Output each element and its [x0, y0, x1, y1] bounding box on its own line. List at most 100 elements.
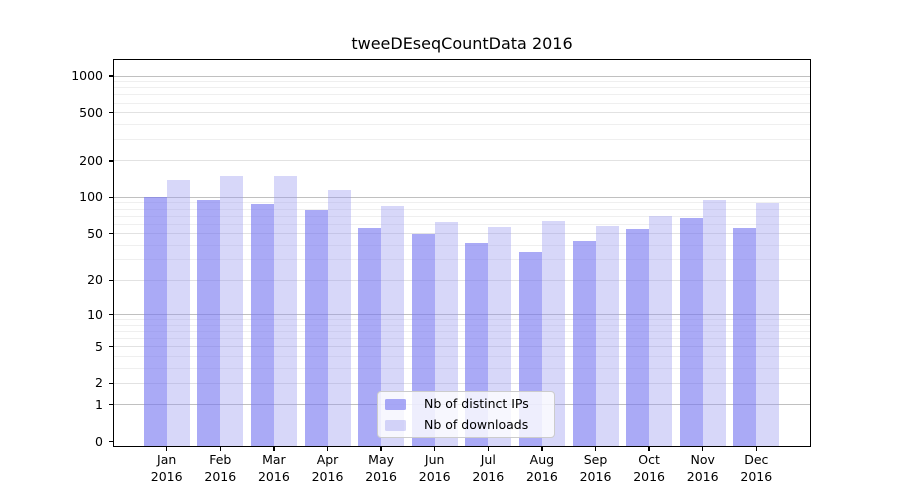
gridline-8	[114, 324, 810, 326]
y-tick-1000	[109, 75, 114, 77]
x-tick-label-jan: Jan 2016	[135, 452, 199, 485]
legend-label-downloads: Nb of downloads	[424, 417, 529, 432]
gridline-600	[114, 102, 810, 104]
x-tick-sep	[594, 446, 597, 451]
y-tick-label-5: 5	[95, 338, 103, 354]
x-tick-label-feb: Feb 2016	[188, 452, 252, 485]
x-tick-year-aug: 2016	[525, 468, 558, 484]
x-tick-jun	[434, 446, 436, 451]
x-tick-jan	[166, 446, 168, 451]
gridline-20	[114, 279, 810, 281]
chart-title: tweeDEseqCountData 2016	[351, 34, 573, 53]
x-tick-aug	[541, 446, 543, 451]
bar-downloads-nov	[702, 200, 726, 446]
x-tick-year-feb: 2016	[204, 468, 237, 484]
y-tick-label-100: 100	[79, 189, 103, 205]
x-tick-label-aug: Aug 2016	[510, 452, 574, 485]
bar-downloads-mar	[273, 176, 297, 446]
y-tick-label-1: 1	[95, 396, 103, 412]
gridline-100	[114, 196, 810, 198]
bar-downloads-jun	[434, 222, 458, 446]
y-tick-5	[109, 346, 114, 348]
gridline-800	[114, 87, 810, 89]
bar-downloads-oct	[649, 216, 673, 446]
bar-downloads-jan	[166, 180, 190, 446]
x-tick-jul	[487, 446, 489, 451]
bar-downloads-apr	[327, 189, 351, 446]
x-tick-month-aug: Aug	[529, 452, 555, 467]
y-tick-500	[109, 111, 114, 114]
y-tick-label-500: 500	[79, 104, 103, 120]
x-tick-month-mar: Mar	[262, 452, 286, 467]
y-tick-10	[109, 314, 114, 316]
bar-distinct-ips-may	[358, 227, 382, 446]
gridline-70	[114, 215, 810, 217]
x-tick-mar	[273, 446, 275, 451]
y-tick-label-2: 2	[95, 375, 103, 391]
x-tick-label-oct: Oct 2016	[617, 452, 681, 485]
bar-distinct-ips-nov	[679, 218, 703, 446]
y-tick-label-0: 0	[95, 433, 103, 449]
bar-distinct-ips-sep	[572, 241, 596, 446]
x-tick-apr	[326, 446, 329, 451]
gridline-10	[114, 314, 810, 316]
x-tick-label-may: May 2016	[349, 452, 413, 485]
legend-item-downloads: Nb of downloads	[385, 417, 554, 434]
x-tick-label-jul: Jul 2016	[456, 452, 520, 485]
x-tick-year-dec: 2016	[740, 468, 773, 484]
x-tick-nov	[702, 446, 704, 451]
x-tick-year-jan: 2016	[150, 468, 183, 484]
bar-distinct-ips-dec	[733, 227, 757, 446]
gridline-40	[114, 244, 810, 246]
y-tick-label-1000: 1000	[71, 68, 103, 84]
x-tick-year-may: 2016	[365, 468, 397, 484]
x-tick-oct	[648, 446, 650, 451]
x-tick-year-sep: 2016	[579, 468, 612, 484]
x-tick-dec	[755, 446, 757, 451]
x-tick-month-oct: Oct	[638, 452, 660, 467]
gridline-1000	[114, 75, 810, 77]
gridline-200	[114, 160, 810, 162]
x-tick-label-sep: Sep 2016	[564, 452, 628, 485]
bar-distinct-ips-feb	[197, 200, 221, 446]
y-tick-100	[109, 196, 114, 198]
x-tick-label-dec: Dec 2016	[724, 452, 788, 485]
bar-distinct-ips-jan	[143, 197, 167, 446]
gridline-50	[114, 233, 810, 234]
gridline-7	[114, 330, 810, 332]
gridline-6	[114, 338, 810, 340]
x-tick-may	[380, 446, 382, 451]
x-tick-month-jun: Jun	[424, 452, 445, 467]
bar-distinct-ips-oct	[626, 228, 650, 446]
x-tick-month-sep: Sep	[583, 452, 608, 467]
gridline-900	[114, 81, 810, 83]
x-tick-month-nov: Nov	[690, 452, 715, 467]
x-tick-label-apr: Apr 2016	[296, 452, 360, 485]
y-tick-200	[109, 160, 114, 162]
x-tick-year-oct: 2016	[633, 468, 665, 484]
x-tick-feb	[219, 446, 221, 451]
bar-downloads-dec	[756, 203, 780, 446]
y-tick-label-20: 20	[87, 272, 103, 288]
y-tick-label-10: 10	[87, 306, 103, 322]
bar-downloads-aug	[541, 221, 565, 446]
bar-distinct-ips-mar	[250, 204, 274, 446]
gridline-400	[114, 123, 810, 125]
gridline-3	[114, 367, 810, 369]
gridline-300	[114, 139, 810, 141]
y-tick-label-50: 50	[87, 225, 103, 241]
gridline-80	[114, 208, 810, 210]
legend: Nb of distinct IPs Nb of downloads	[377, 391, 555, 438]
legend-swatch-downloads	[385, 419, 406, 431]
gridline-2	[114, 382, 810, 384]
bar-distinct-ips-apr	[304, 209, 328, 446]
gridline-60	[114, 223, 810, 225]
legend-swatch-distinct-ips	[385, 398, 406, 410]
gridline-30	[114, 259, 810, 261]
x-tick-month-jul: Jul	[480, 452, 496, 467]
x-tick-month-may: May	[368, 452, 395, 467]
y-tick-0	[109, 440, 114, 443]
x-tick-year-nov: 2016	[686, 468, 719, 484]
x-tick-year-apr: 2016	[311, 468, 344, 484]
